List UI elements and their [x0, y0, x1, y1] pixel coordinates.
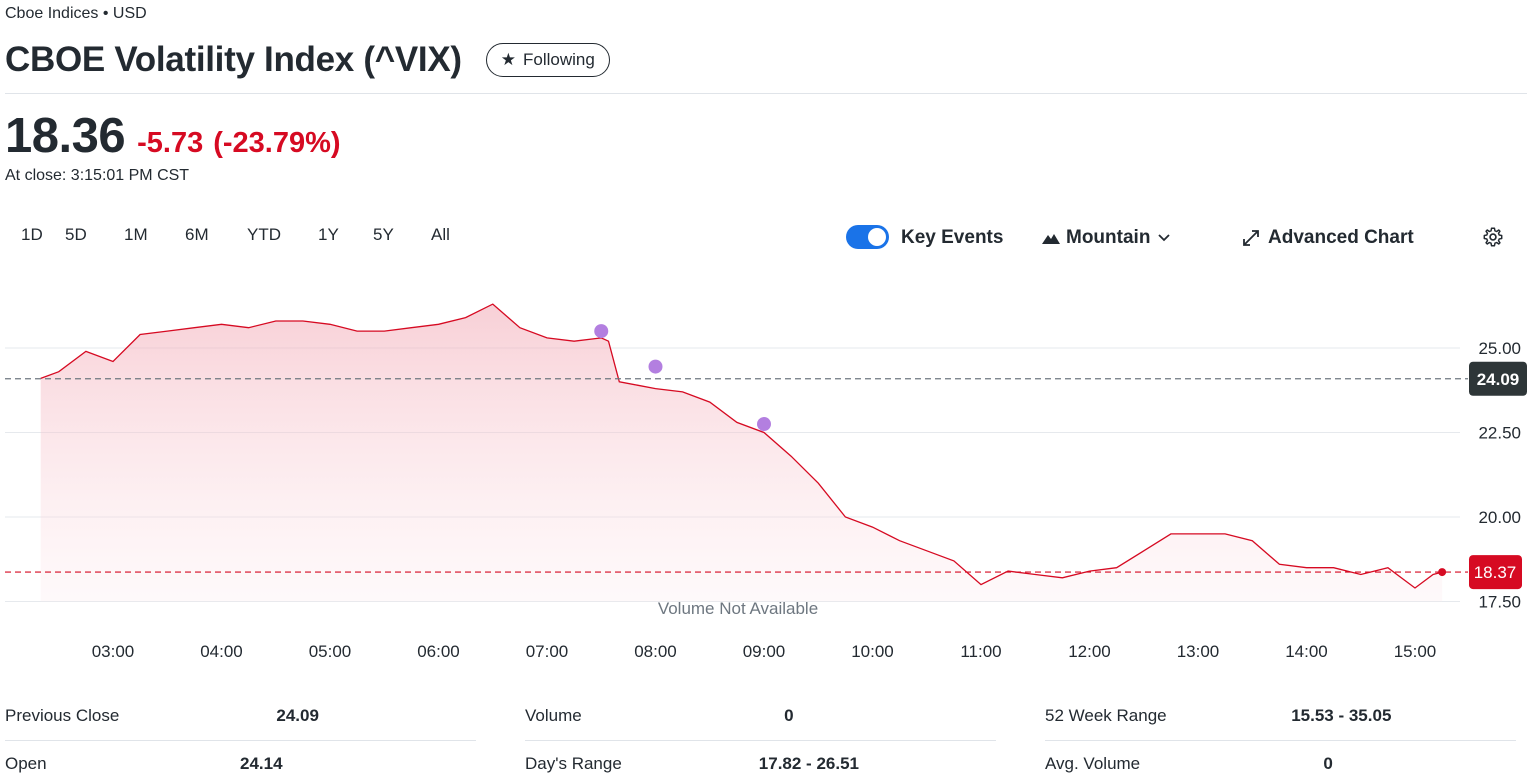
range-ytd[interactable]: YTD: [247, 225, 318, 245]
stat-label: Avg. Volume: [1045, 754, 1141, 773]
price-change: -5.73: [137, 127, 204, 159]
key-events-label: Key Events: [901, 227, 1004, 248]
chart-controls: Key Events Mountain Advanced Chart: [846, 224, 1506, 252]
title-row: CBOE Volatility Index (^VIX) ★ Following: [5, 40, 610, 80]
stat-row: Previous Close 24.09: [5, 706, 476, 726]
x-tick-label: 10:00: [851, 642, 894, 661]
price-change-percent: (-23.79%): [213, 127, 341, 159]
last-value-label: 18.37: [1474, 563, 1517, 582]
y-tick-label: 22.50: [1478, 424, 1521, 443]
last-value-point: [1438, 568, 1447, 577]
toggle-knob: [868, 228, 886, 246]
key-event-marker[interactable]: [594, 324, 609, 339]
divider: [5, 93, 1527, 94]
x-tick-label: 13:00: [1177, 642, 1220, 661]
stat-value: 24.09: [276, 706, 319, 725]
price-chart[interactable]: 25.00 22.50 20.00 17.50 03:00 04:00 05:00 06:00…: [0, 280, 1532, 670]
x-tick-label: 05:00: [309, 642, 352, 661]
stat-divider: [1045, 740, 1516, 741]
page-title: CBOE Volatility Index (^VIX): [5, 40, 462, 79]
stat-label: Day's Range: [525, 754, 622, 773]
expand-icon: [1243, 230, 1259, 246]
stat-label: Volume: [525, 706, 582, 725]
range-1y[interactable]: 1Y: [318, 225, 373, 245]
following-button[interactable]: ★ Following: [485, 43, 610, 77]
range-5y[interactable]: 5Y: [373, 225, 431, 245]
y-tick-label: 20.00: [1478, 508, 1521, 527]
mountain-icon: [1042, 234, 1060, 244]
previous-close-badge: [1469, 361, 1527, 396]
advanced-chart-button[interactable]: Advanced Chart: [1242, 227, 1414, 249]
range-1d[interactable]: 1D: [8, 225, 65, 245]
following-label: Following: [523, 50, 595, 69]
key-events-toggle[interactable]: [846, 225, 889, 249]
stat-row: Volume 0: [525, 706, 996, 726]
x-tick-label: 09:00: [743, 642, 786, 661]
stat-value: 0: [1323, 754, 1333, 773]
key-event-marker[interactable]: [757, 417, 771, 432]
stat-row: Day's Range 17.82 - 26.51: [525, 754, 996, 774]
key-event-marker[interactable]: [648, 359, 663, 374]
x-tick-label: 12:00: [1068, 642, 1111, 661]
advanced-chart-label: Advanced Chart: [1268, 227, 1414, 248]
stat-row: Avg. Volume 0: [1045, 754, 1516, 774]
price-row: 18.36 -5.73 (-23.79%): [5, 108, 341, 164]
x-tick-label: 15:00: [1394, 642, 1437, 661]
stat-label: Previous Close: [5, 706, 120, 725]
exchange-label: Cboe Indices • USD: [5, 5, 147, 22]
x-tick-label: 03:00: [92, 642, 135, 661]
x-tick-label: 14:00: [1285, 642, 1328, 661]
stat-divider: [525, 740, 996, 741]
price-area: [40, 304, 1443, 602]
price-line: [40, 303, 1443, 589]
x-tick-label: 04:00: [200, 642, 243, 661]
x-tick-label: 11:00: [960, 642, 1001, 661]
range-all[interactable]: All: [431, 225, 471, 245]
volume-note: Volume Not Available: [658, 599, 818, 618]
star-icon: ★: [500, 50, 516, 69]
range-selector: 1D 5D 1M 6M YTD 1Y 5Y All: [8, 225, 471, 245]
range-1m[interactable]: 1M: [124, 225, 185, 245]
last-value-badge: [1469, 555, 1522, 590]
chart-type-select[interactable]: Mountain: [1042, 227, 1171, 249]
chart-type-label: Mountain: [1066, 227, 1151, 248]
stat-label: Open: [5, 754, 47, 773]
chevron-down-icon: [1158, 234, 1171, 242]
stat-label: 52 Week Range: [1045, 706, 1167, 725]
y-tick-label: 25.00: [1478, 339, 1521, 358]
x-tick-label: 08:00: [634, 642, 677, 661]
stat-value: 24.14: [240, 754, 283, 773]
close-time: At close: 3:15:01 PM CST: [5, 167, 190, 184]
stat-value: 17.82 - 26.51: [758, 754, 859, 773]
last-price: 18.36: [5, 109, 126, 163]
previous-close-label: 24.09: [1477, 370, 1520, 389]
stat-row: 52 Week Range 15.53 - 35.05: [1045, 706, 1516, 726]
stat-divider: [5, 740, 476, 741]
stat-value: 15.53 - 35.05: [1291, 706, 1392, 725]
x-tick-label: 07:00: [526, 642, 569, 661]
y-tick-label: 17.50: [1478, 593, 1521, 612]
gear-icon[interactable]: [1482, 226, 1504, 248]
stat-row: Open 24.14: [5, 754, 476, 774]
x-tick-label: 06:00: [417, 642, 460, 661]
stat-value: 0: [784, 706, 794, 725]
range-5d[interactable]: 5D: [65, 225, 124, 245]
range-6m[interactable]: 6M: [185, 225, 247, 245]
